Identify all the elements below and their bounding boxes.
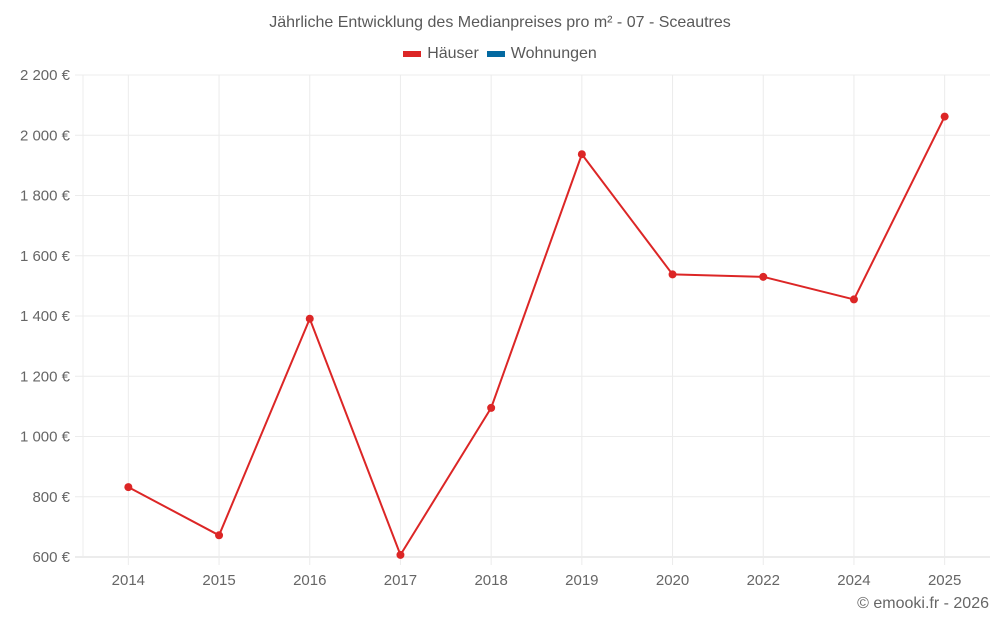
data-point[interactable] [759,272,768,281]
x-tick-label: 2018 [474,572,507,589]
legend-swatch-wohnungen [486,51,505,57]
x-tick-label: 2022 [747,572,780,589]
legend-item-wohnungen[interactable]: Wohnungen [486,45,597,63]
data-point[interactable] [396,550,405,559]
data-point[interactable] [487,403,496,412]
x-tick-label: 2020 [656,572,689,589]
x-axis: 2014 2015 2016 2017 2018 2019 2020 2022 2024 2025 [112,572,962,589]
y-axis: 600 € 800 € 1 000 € 1 200 € 1 400 € 1 600 € 1 … [20,67,71,566]
chart-title: Jährliche Entwicklung des Medianpreises … [269,14,731,31]
y-tick-label: 1 000 € [20,429,71,446]
legend-label-wohnungen: Wohnungen [510,45,597,62]
data-point[interactable] [305,314,314,323]
grid-lines [75,74,990,565]
series-haeuser [124,112,949,559]
credit-text: © emooki.fr - 2026 [857,595,989,612]
data-point[interactable] [577,150,586,159]
y-tick-label: 600 € [32,549,70,566]
data-point[interactable] [940,112,949,121]
legend-item-haeuser[interactable]: Häuser [403,45,479,63]
chart-legend: Häuser Wohnungen [0,45,1000,63]
legend-swatch-haeuser [403,51,422,57]
x-tick-label: 2024 [837,572,870,589]
data-point[interactable] [849,295,858,304]
y-tick-label: 1 200 € [20,368,71,385]
y-tick-label: 2 200 € [20,67,71,84]
x-tick-label: 2015 [202,572,235,589]
y-tick-label: 1 400 € [20,308,71,325]
y-tick-label: 1 800 € [20,188,71,205]
x-tick-label: 2019 [565,572,598,589]
legend-label-haeuser: Häuser [427,45,479,62]
y-tick-label: 800 € [32,489,70,506]
x-tick-label: 2016 [293,572,326,589]
series-line [127,116,946,556]
y-tick-label: 1 600 € [20,248,71,265]
x-tick-label: 2014 [112,572,145,589]
x-tick-label: 2025 [928,572,961,589]
data-point[interactable] [124,483,133,492]
x-tick-label: 2017 [384,572,417,589]
data-point[interactable] [668,270,677,279]
y-tick-label: 2 000 € [20,127,71,144]
data-point[interactable] [215,531,224,540]
